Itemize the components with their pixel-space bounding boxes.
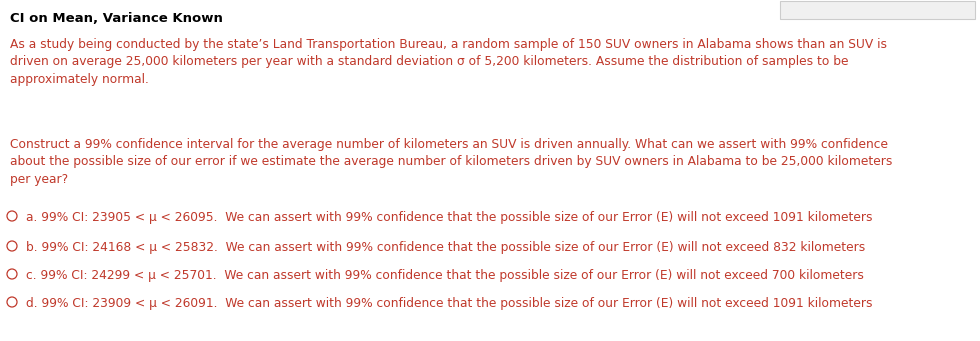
Text: d. 99% CI: 23909 < μ < 26091.  We can assert with 99% confidence that the possib: d. 99% CI: 23909 < μ < 26091. We can ass…: [26, 297, 872, 310]
Text: c. 99% CI: 24299 < μ < 25701.  We can assert with 99% confidence that the possib: c. 99% CI: 24299 < μ < 25701. We can ass…: [26, 269, 864, 282]
Text: b. 99% CI: 24168 < μ < 25832.  We can assert with 99% confidence that the possib: b. 99% CI: 24168 < μ < 25832. We can ass…: [26, 241, 865, 254]
Text: Construct a 99% confidence interval for the average number of kilometers an SUV : Construct a 99% confidence interval for …: [10, 138, 893, 186]
FancyBboxPatch shape: [780, 1, 975, 19]
Text: As a study being conducted by the state’s Land Transportation Bureau, a random s: As a study being conducted by the state’…: [10, 38, 887, 86]
Text: a. 99% CI: 23905 < μ < 26095.  We can assert with 99% confidence that the possib: a. 99% CI: 23905 < μ < 26095. We can ass…: [26, 211, 872, 224]
Text: CI on Mean, Variance Known: CI on Mean, Variance Known: [10, 12, 222, 25]
